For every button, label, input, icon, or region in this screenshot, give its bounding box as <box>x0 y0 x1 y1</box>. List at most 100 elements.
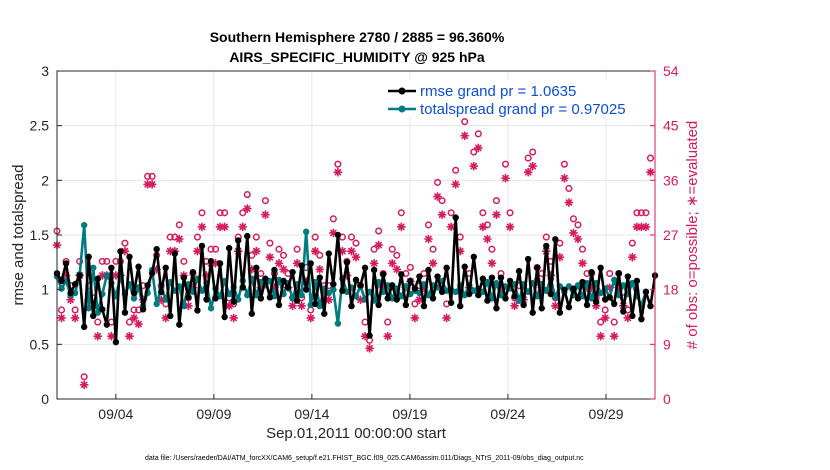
obs-evaluated-marker <box>641 222 651 232</box>
obs-possible-marker <box>279 251 288 259</box>
rmse-point <box>58 277 65 285</box>
rmse-point <box>321 310 328 317</box>
rmse-point <box>212 295 219 302</box>
totalspread-point <box>244 291 251 299</box>
rmse-point <box>67 289 74 297</box>
right-tick-label: 36 <box>663 172 679 188</box>
obs-possible-marker <box>71 306 79 314</box>
obs-evaluated-marker <box>274 258 284 268</box>
obs-evaluated-marker <box>550 301 560 311</box>
rmse-point <box>443 264 450 271</box>
rmse-point <box>629 312 636 320</box>
totalspread-point <box>94 309 101 316</box>
rmse-point <box>216 260 224 267</box>
obs-possible-marker <box>542 233 550 241</box>
obs-possible-marker <box>293 245 301 253</box>
obs-possible-marker <box>452 166 460 174</box>
rmse-point <box>103 321 111 328</box>
y-axis-ticks: 0 0.5 1 1.5 2 2.5 3 <box>30 63 62 407</box>
obs-evaluated-marker <box>442 313 452 323</box>
rmse-point <box>185 294 192 301</box>
rmse-point <box>352 276 360 284</box>
rmse-point <box>475 291 482 299</box>
obs-possible-marker <box>637 209 645 217</box>
rmse-point <box>144 282 151 289</box>
rmse-point <box>80 323 88 331</box>
rmse-point <box>520 301 527 309</box>
rmse-point <box>221 313 228 321</box>
obs-possible-marker <box>175 221 183 229</box>
obs-evaluated-marker <box>333 167 343 177</box>
obs-evaluated-marker <box>93 331 103 341</box>
obs-evaluated-marker <box>147 179 157 189</box>
obs-evaluated-marker <box>433 192 442 201</box>
totalspread-point <box>71 289 79 297</box>
x-tick-label: 09/14 <box>294 406 329 422</box>
obs-possible-marker <box>148 172 156 180</box>
rmse-point <box>565 303 573 311</box>
obs-evaluated-marker <box>428 258 438 268</box>
obs-possible-marker <box>334 160 342 168</box>
totalspread-point <box>484 278 491 286</box>
rmse-point <box>633 277 641 285</box>
rmse-point <box>393 296 400 303</box>
obs-evaluated-marker <box>392 264 402 274</box>
totalspread-point <box>207 305 215 312</box>
obs-evaluated-marker <box>260 210 270 220</box>
obs-possible-marker <box>560 160 568 168</box>
right-axis-label: # of obs: o=possible; ∗=evaluated <box>684 121 701 350</box>
rmse-point <box>112 338 120 346</box>
obs-possible-marker <box>388 245 396 253</box>
rmse-point <box>126 253 133 261</box>
rmse-point <box>194 307 201 314</box>
rmse-point <box>470 253 477 261</box>
obs-possible-marker <box>98 257 106 265</box>
rmse-point <box>85 253 92 261</box>
rmse-point <box>312 300 319 308</box>
obs-possible-marker <box>433 178 442 186</box>
y-tick-label: 0.5 <box>30 336 50 352</box>
rmse-point <box>538 305 545 312</box>
obs-evaluated-marker <box>437 210 447 220</box>
obs-evaluated-marker <box>369 258 379 268</box>
obs-possible-marker <box>524 154 532 162</box>
obs-evaluated-marker <box>460 131 470 141</box>
obs-possible-marker <box>569 215 578 223</box>
obs-possible-marker <box>103 257 111 265</box>
right-tick-label: 9 <box>663 336 671 352</box>
rmse-point <box>407 277 414 285</box>
obs-evaluated-marker <box>573 234 583 244</box>
obs-possible-marker <box>492 197 500 205</box>
obs-possible-marker <box>474 130 482 138</box>
obs-possible-marker <box>239 209 247 217</box>
rmse-point <box>506 277 514 285</box>
totalspread-point <box>452 288 459 296</box>
rmse-point <box>570 285 577 292</box>
obs-possible-marker <box>597 318 605 326</box>
totalspread-point <box>58 285 65 292</box>
obs-possible-marker <box>212 245 220 253</box>
legend: rmse grand pr = 1.0635 totalspread grand… <box>372 80 642 118</box>
obs-possible-marker <box>447 209 455 217</box>
rmse-point <box>239 284 246 291</box>
obs-evaluated-marker <box>70 313 80 323</box>
rmse-point <box>135 263 142 270</box>
rmse-point <box>139 306 147 313</box>
obs-evaluated-marker <box>229 313 239 323</box>
rmse-point <box>235 237 242 244</box>
obs-evaluated-marker <box>251 246 261 256</box>
right-tick-label: 54 <box>663 63 679 79</box>
x-tick-label: 09/29 <box>588 406 623 422</box>
rmse-point <box>479 275 487 282</box>
obs-evaluated-marker <box>242 204 252 214</box>
rmse-point <box>398 271 405 278</box>
obs-possible-marker <box>311 233 319 241</box>
rmse-point <box>339 287 346 294</box>
rmse-point <box>529 309 536 316</box>
obs-evaluated-marker <box>134 319 143 329</box>
obs-possible-marker <box>479 209 487 217</box>
obs-evaluated-marker <box>347 246 356 256</box>
rmse-point <box>130 289 138 297</box>
obs-evaluated-marker <box>310 246 320 256</box>
